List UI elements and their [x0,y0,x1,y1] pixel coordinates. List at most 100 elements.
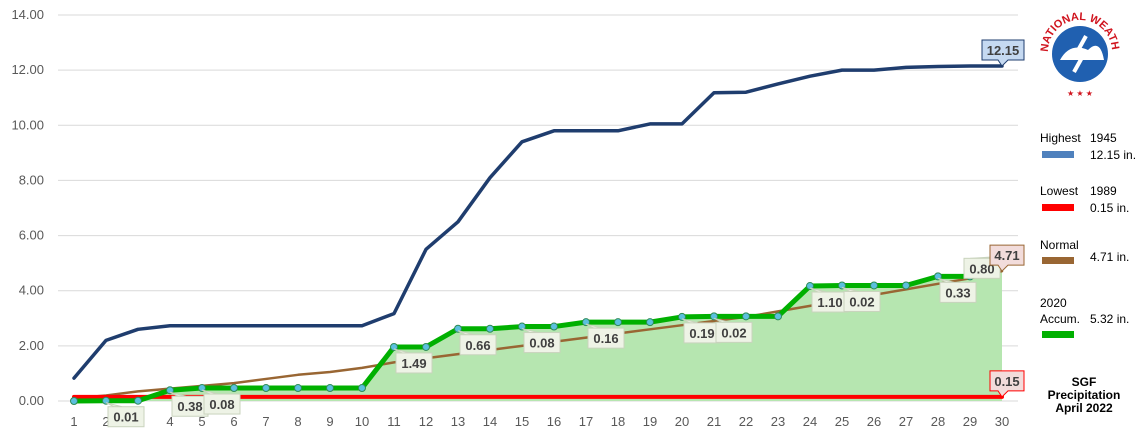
accum-marker [774,312,782,321]
accum-marker [870,281,878,290]
data-label: 0.02 [713,317,753,343]
nws-logo-graphic: NATIONAL WEATHER SERVICE ★ ★ ★ [1026,0,1126,98]
data-label: 0.02 [841,286,881,312]
accum-marker [70,397,78,405]
accum-marker [422,342,430,351]
svg-text:★ ★ ★: ★ ★ ★ [1067,89,1093,98]
data-label-text: 1.49 [401,356,426,371]
accum-marker [102,396,110,405]
x-tick-label: 25 [835,414,849,429]
data-label: 0.33 [937,277,977,303]
end-callout: 12.15 [981,39,1025,67]
x-tick-label: 2 [102,414,109,429]
data-label-box [107,406,145,428]
legend-highest-year: 1945 [1090,131,1117,145]
gridlines [58,14,1018,402]
legend-highest-amount: 12.15 in. [1090,148,1137,162]
accum-marker [454,324,462,333]
x-tick-label: 29 [963,414,977,429]
end-callout-box [981,39,1025,67]
legend-lowest-year: 1989 [1090,184,1117,198]
end-callouts: 12.15 4.71 0.15 [981,39,1025,398]
legend-normal-swatch [1042,257,1074,264]
x-tick-label: 18 [611,414,625,429]
x-axis: 1234567891011121314151617181920212223242… [70,414,1009,429]
x-tick-label: 7 [262,414,269,429]
end-callout-text: 12.15 [987,43,1020,58]
data-label: 0.08 [521,328,561,354]
data-label-text: 0.08 [529,336,554,351]
end-callout-box [989,370,1025,398]
data-label: 1.49 [393,348,433,374]
legend-accum-year: 2020 [1040,296,1067,310]
data-label: 0.66 [457,330,497,356]
accum-marker [934,272,942,281]
x-tick-label: 20 [675,414,689,429]
data-label-box [715,321,753,343]
x-tick-label: 11 [387,414,401,429]
x-tick-label: 23 [771,414,785,429]
legend-accum-amount: 5.32 in. [1090,312,1130,326]
highest-line [72,64,1004,380]
legend-lowest-label: Lowest [1040,184,1079,198]
legend-normal-amount: 4.71 in. [1090,250,1130,264]
accum-marker [390,342,398,351]
x-tick-label: 12 [419,414,433,429]
end-callout: 4.71 [989,244,1025,272]
x-tick-label: 26 [867,414,881,429]
data-label-text: 1.10 [817,295,842,310]
data-label-text: 0.16 [593,331,618,346]
accum-marker [198,384,206,393]
data-label-pointer [105,402,123,408]
data-label-box [523,332,561,354]
x-tick-label: 8 [294,414,301,429]
data-label-text: 0.01 [113,410,138,425]
x-tick-label: 27 [899,414,913,429]
chart-title: SGF Precipitation April 2022 [1036,376,1132,415]
data-label-box [459,334,497,356]
data-label: 0.16 [585,323,625,349]
accum-marker [646,318,654,327]
data-label-text: 0.66 [465,338,490,353]
data-label-text: 0.80 [969,261,994,276]
legend-lowest-amount: 0.15 in. [1090,201,1130,215]
accum-marker [550,322,558,331]
x-tick-label: 9 [326,414,333,429]
end-callout-box [989,244,1025,272]
accum-marker [806,282,814,291]
data-label-box [203,393,241,415]
accum2022-line [71,251,1005,404]
accum-marker [358,384,366,393]
data-label: 0.19 [681,318,721,344]
y-tick-label: 4.00 [19,283,44,298]
data-label-box [843,290,881,312]
accum-marker [678,312,686,321]
x-tick-label: 6 [230,414,237,429]
data-label-box [939,281,977,303]
precipitation-chart: 0.00 2.00 4.00 6.00 8.00 10.00 12.00 14.00 1 23 4… [11,7,1025,429]
x-tick-label: 5 [198,414,205,429]
x-tick-label: 24 [803,414,817,429]
legend-highest-label: Highest [1040,131,1081,145]
accum-marker [902,281,910,290]
accum-marker [838,281,846,290]
accum-marker [134,396,142,405]
y-tick-label: 8.00 [19,172,44,187]
y-tick-label: 14.00 [11,7,44,22]
y-tick-label: 6.00 [19,228,44,243]
y-tick-label: 2.00 [19,338,44,353]
data-label-text: 0.38 [177,399,202,414]
legend-highest-swatch [1042,151,1074,158]
accum-marker [742,312,750,321]
accum-marker [262,384,270,393]
accum-marker [710,312,718,321]
data-label: 1.10 [809,287,849,313]
accum-marker [230,384,238,393]
x-tick-label: 16 [547,414,561,429]
x-tick-label: 13 [451,414,465,429]
x-tick-label: 14 [483,414,497,429]
data-label-text: 0.02 [849,294,874,309]
data-label: 0.01 [105,402,145,428]
title-station: SGF [1071,375,1097,389]
x-tick-label: 30 [995,414,1009,429]
